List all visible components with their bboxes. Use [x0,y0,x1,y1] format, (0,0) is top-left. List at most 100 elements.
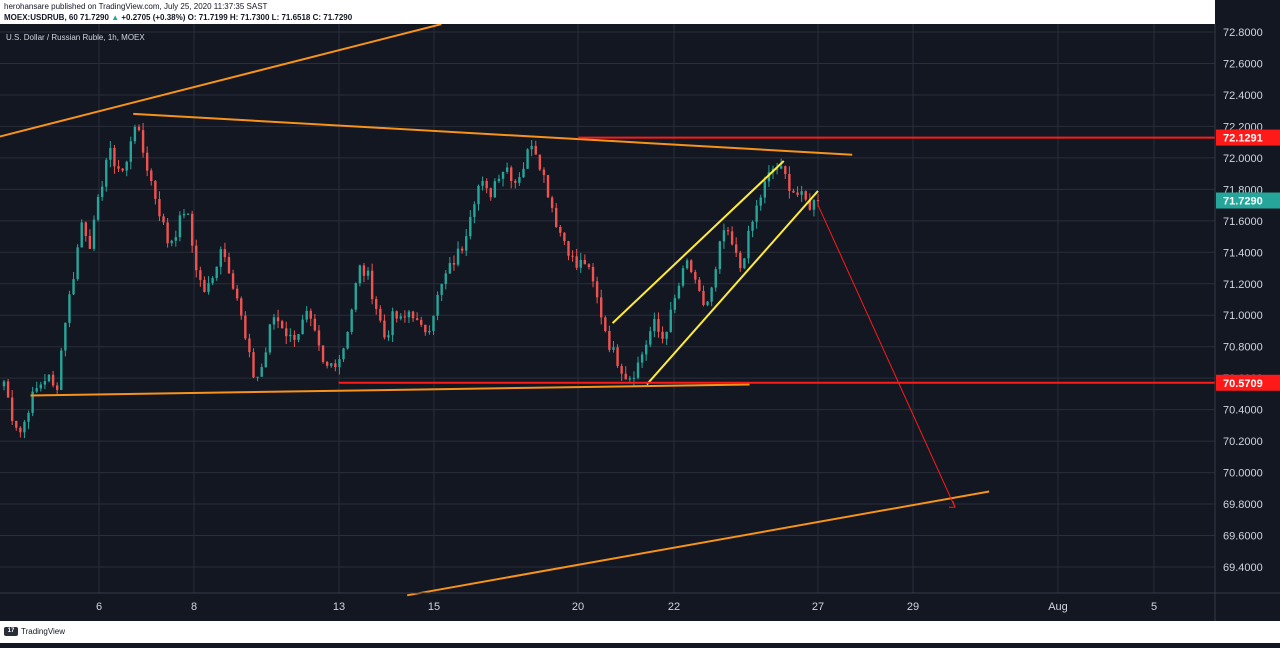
candle-body [640,354,644,363]
tradingview-logo[interactable]: 17 TradingView [4,627,65,636]
candle-body [816,200,820,202]
candle-body [526,149,529,169]
y-tick-label: 72.4000 [1223,90,1263,102]
candle-body [10,397,14,421]
candle-body [117,166,120,169]
candle-body [469,216,472,237]
candle-body [501,171,505,179]
candle-body [276,317,280,322]
candle-body [759,197,762,206]
candle-body [677,285,681,299]
candle-body [804,191,807,200]
candle-body [493,181,497,198]
upper-channel-line [0,23,442,138]
y-tick-label: 70.4000 [1223,405,1263,417]
candle-body [264,352,267,368]
candle-body [685,260,689,269]
candle-body [452,262,456,265]
ohlc-values: O: 71.7199 H: 71.7300 L: 71.6518 C: 71.7… [187,13,353,22]
up-arrow-icon: ▲ [111,13,120,22]
candle-body [726,230,730,232]
x-tick-label: 29 [907,601,919,613]
candle-body [248,338,251,353]
candle-body [362,265,366,276]
candle-body [632,377,636,379]
x-tick-label: 5 [1151,601,1157,613]
candle-body [338,359,341,368]
candles [2,122,820,439]
candle-body [256,376,259,378]
candle-body [252,352,255,378]
candle-body [649,331,652,345]
x-tick-label: 6 [96,601,102,613]
candle-body [420,319,423,325]
candle-body [391,311,394,336]
candle-body [747,230,750,259]
candle-body [779,166,783,169]
candle-body [514,180,517,183]
candle-body [272,317,276,325]
candle-body [80,222,83,248]
y-tick-label: 71.0000 [1223,310,1263,322]
candle-body [190,213,194,246]
candle-body [47,374,51,382]
candle-body [497,178,501,182]
chart-title: U.S. Dollar / Russian Ruble, 1h, MOEX [6,33,145,42]
y-tick-label: 70.8000 [1223,342,1263,354]
candle-body [722,230,726,242]
candle-body [2,381,6,387]
candle-body [530,145,533,150]
candle-body [579,259,582,268]
candle-body [321,345,325,362]
candle-body [240,298,243,316]
tradingview-brand: TradingView [21,627,66,636]
symbol-line: MOEX:USDRUB, 60 71.7290 ▲ +0.2705 (+0.38… [4,12,1211,23]
triangle-top-line [133,112,853,156]
candle-body [27,412,30,422]
candle-body [301,319,304,335]
candle-body [812,200,816,210]
candle-body [800,191,803,195]
candle-body [379,308,382,321]
candle-body [354,283,357,310]
candle-body [203,279,206,292]
candle-body [702,290,705,306]
candle-body [178,215,182,238]
footer-bar: 17 TradingView [0,621,1280,643]
candle-body [170,240,173,244]
candle-body [440,283,443,295]
candle-body [64,322,67,351]
candle-body [465,236,468,251]
y-tick-label: 70.0000 [1223,468,1263,480]
candle-body [600,297,603,318]
candle-body [763,181,767,198]
candle-body [280,321,284,329]
candle-body [636,362,640,378]
candle-body [755,205,758,222]
candle-body [289,334,292,337]
y-tick-label: 72.0000 [1223,153,1263,165]
candle-body [72,279,75,295]
candle-body [657,319,660,332]
candle-body [567,241,570,256]
candle-body [710,287,713,302]
candle-body [775,168,779,170]
candle-body [485,180,488,189]
candle-body [285,328,288,337]
price-label-box [1216,129,1280,146]
candle-body [68,294,71,323]
candle-body [166,222,169,244]
candle-body [215,266,218,279]
candle-body [186,213,190,215]
candle-body [534,145,537,155]
candle-body [317,330,321,346]
axes: 72.800072.600072.400072.200072.000071.80… [0,24,1280,621]
candle-body [407,311,411,318]
candle-body [428,331,431,333]
candle-body [223,249,227,258]
candle-body [162,216,165,223]
candle-body [460,248,464,251]
candle-body [150,170,153,181]
